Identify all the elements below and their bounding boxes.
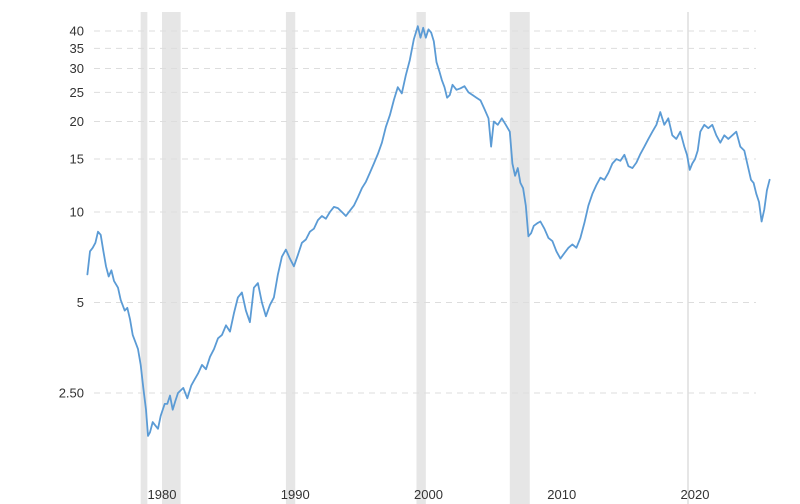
- shaded-period-1: [161, 12, 181, 504]
- y-tick-label: 2.50: [59, 386, 84, 401]
- x-tick-label: 1980: [148, 487, 177, 502]
- y-tick-label: 15: [70, 152, 84, 167]
- shaded-period-0: [140, 12, 148, 504]
- x-tick-label: 2010: [547, 487, 576, 502]
- series-layer: [86, 25, 771, 437]
- shaded-period-3: [416, 12, 426, 504]
- y-tick-label: 30: [70, 61, 84, 76]
- series-line-0: [86, 25, 771, 437]
- y-tick-label: 10: [70, 205, 84, 220]
- y-tick-label: 40: [70, 24, 84, 39]
- recession-shading: [140, 12, 689, 504]
- y-axis-tick-labels: 40 35 30 25 20 15 10 5 2.50: [59, 24, 84, 401]
- x-axis-tick-labels: 1980 1990 2000 2010 2020: [148, 487, 710, 502]
- grid-lines: [94, 30, 756, 394]
- x-tick-label: 2020: [681, 487, 710, 502]
- y-tick-label: 25: [70, 85, 84, 100]
- shaded-period-4: [509, 12, 530, 504]
- y-tick-label: 20: [70, 114, 84, 129]
- x-tick-label: 1990: [281, 487, 310, 502]
- shaded-period-5: [687, 12, 689, 504]
- x-tick-label: 2000: [414, 487, 443, 502]
- y-tick-label: 35: [70, 41, 84, 56]
- y-tick-label: 5: [77, 295, 84, 310]
